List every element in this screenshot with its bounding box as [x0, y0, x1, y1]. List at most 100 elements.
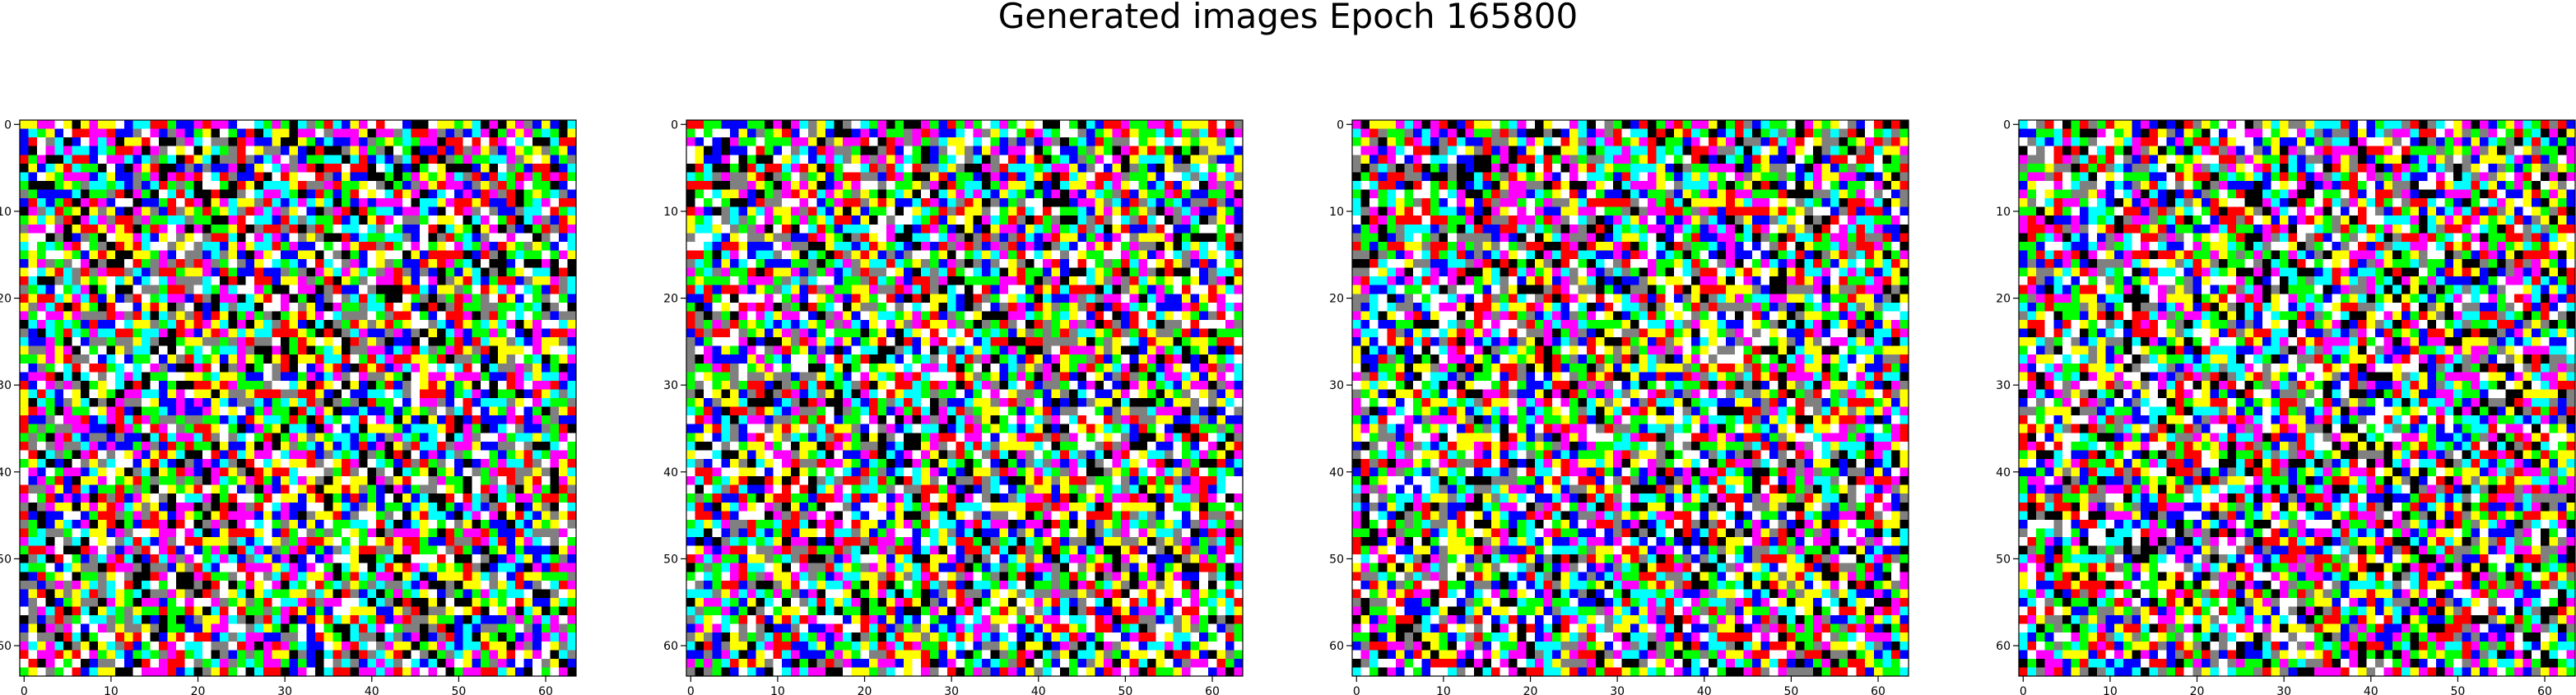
axes-frame	[19, 119, 577, 677]
pixel	[532, 458, 542, 468]
pixel	[358, 398, 368, 407]
pixel	[176, 450, 186, 460]
pixel	[254, 597, 264, 607]
pixel	[489, 441, 499, 451]
pixel	[472, 224, 481, 234]
pixel	[532, 554, 542, 564]
pixel	[176, 441, 186, 451]
pixel	[350, 206, 360, 216]
pixel	[773, 155, 783, 164]
pixel	[72, 250, 81, 260]
pixel	[98, 285, 108, 294]
pixel	[263, 206, 272, 216]
pixel	[558, 354, 568, 364]
pixel	[237, 354, 247, 364]
pixel	[315, 319, 325, 329]
pixel	[523, 206, 533, 216]
pixel	[411, 241, 421, 251]
pixel	[263, 415, 272, 425]
pixel	[211, 224, 221, 234]
pixel	[167, 615, 177, 625]
pixel	[237, 206, 247, 216]
pixel	[1155, 155, 1165, 164]
pixel	[72, 537, 81, 546]
pixel	[411, 155, 421, 164]
pixel	[28, 667, 38, 677]
pixel	[141, 189, 151, 199]
pixel	[89, 441, 99, 451]
pixel	[193, 337, 203, 347]
pixel	[341, 180, 351, 190]
pixel	[497, 172, 507, 182]
pixel	[20, 554, 29, 564]
pixel	[332, 658, 342, 668]
pixel	[419, 441, 429, 451]
pixel	[541, 294, 551, 303]
pixel	[133, 372, 142, 382]
pixel	[63, 450, 72, 460]
pixel	[80, 484, 90, 494]
pixel	[63, 380, 72, 390]
pixel	[532, 380, 542, 390]
pixel	[80, 311, 90, 321]
pixel	[463, 180, 472, 190]
pixel	[411, 398, 421, 407]
pixel	[211, 519, 221, 529]
pixel	[558, 606, 568, 616]
pixel	[350, 545, 360, 555]
pixel	[150, 372, 160, 382]
pixel	[358, 294, 368, 303]
pixel	[106, 415, 116, 425]
pixel	[497, 328, 507, 338]
pixel	[1068, 180, 1078, 190]
pixel	[550, 198, 560, 208]
pixel	[80, 372, 90, 382]
pixel	[315, 467, 325, 477]
pixel	[115, 433, 125, 442]
pixel	[323, 450, 333, 460]
pixel	[402, 380, 412, 390]
pixel	[402, 493, 412, 503]
pixel	[506, 537, 516, 546]
pixel	[463, 241, 472, 251]
pixel	[921, 180, 931, 190]
pixel	[843, 198, 853, 208]
pixel	[72, 294, 81, 303]
pixel	[45, 276, 55, 286]
pixel	[428, 337, 438, 347]
pixel	[37, 476, 47, 486]
pixel	[393, 606, 403, 616]
pixel	[1155, 146, 1165, 155]
pixel	[167, 476, 177, 486]
pixel	[159, 180, 168, 190]
pixel	[89, 241, 99, 251]
pixel	[37, 554, 47, 564]
pixel	[1016, 180, 1026, 190]
pixel	[72, 319, 81, 329]
pixel	[115, 458, 125, 468]
pixel	[463, 528, 472, 538]
pixel	[550, 563, 560, 572]
pixel	[245, 597, 255, 607]
pixel	[289, 345, 299, 355]
pixel	[895, 146, 904, 155]
pixel	[332, 597, 342, 607]
pixel	[133, 537, 142, 546]
pixel	[228, 441, 238, 451]
pixel	[306, 241, 316, 251]
pixel	[411, 597, 421, 607]
pixel	[280, 545, 290, 555]
pixel	[541, 511, 551, 521]
pixel	[323, 172, 333, 182]
pixel	[497, 433, 507, 442]
pixel	[367, 163, 377, 173]
pixel	[202, 493, 212, 503]
pixel	[332, 528, 342, 538]
pixel	[515, 415, 525, 425]
pixel	[834, 215, 844, 225]
pixel	[80, 294, 90, 303]
pixel	[367, 189, 377, 199]
pixel	[332, 650, 342, 660]
pixel	[272, 511, 281, 521]
pixel	[773, 172, 783, 182]
